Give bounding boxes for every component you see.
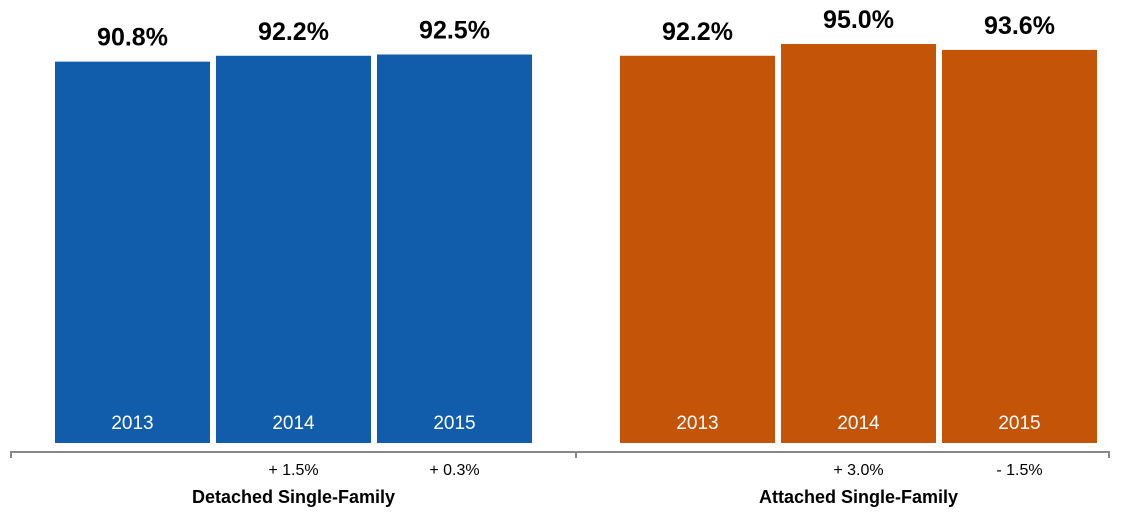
x-axis [10,451,1110,458]
change-label: - 1.5% [996,462,1042,479]
bar-value-label: 95.0% [823,6,894,34]
bar-year-label: 2015 [998,413,1040,434]
bar-detached-single-family2015 [377,54,532,443]
bar-value-label: 92.2% [258,18,329,46]
bar-attached-single-family2014 [781,44,936,443]
bar-attached-single-family2013 [620,55,775,443]
bar-detached-single-family2013 [55,61,210,443]
bar-year-label: 2015 [433,413,475,434]
bar-attached-single-family2015 [942,49,1097,443]
group-label: Attached Single-Family [759,487,958,507]
bar-year-label: 2014 [272,413,315,434]
bar-detached-single-family2014 [216,55,371,443]
group-label: Detached Single-Family [192,487,395,507]
labels-layer: 90.8% 2013 92.2% 2014 + 1.5% 92.5% 2015 + 0.3% D… [97,6,1055,507]
change-label: + 3.0% [833,462,883,479]
bar-year-label: 2013 [676,413,718,434]
bar-year-label: 2014 [837,413,880,434]
change-label: + 0.3% [429,462,479,479]
bar-value-label: 92.2% [662,18,733,46]
bar-value-label: 93.6% [984,12,1055,40]
change-label: + 1.5% [268,462,318,479]
bar-value-label: 92.5% [419,17,490,45]
bar-value-label: 90.8% [97,24,168,52]
bars-layer [55,44,1097,443]
bar-year-label: 2013 [111,413,153,434]
